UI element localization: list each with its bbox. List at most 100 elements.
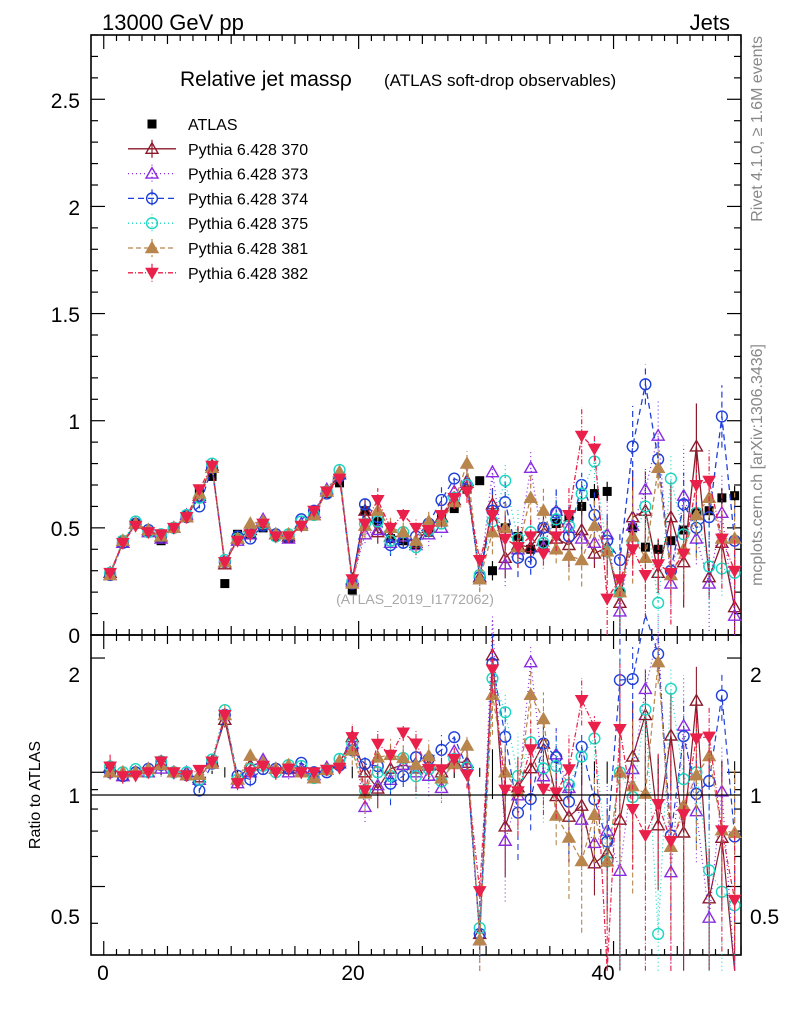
ratio-point-mc-6: [472, 886, 487, 899]
ratio-point-mc-5: [396, 750, 411, 764]
rivet-label: Rivet 4.1.0, ≥ 1.6M events: [749, 36, 766, 222]
legend-label-mc-6: Pythia 6.428 382: [188, 266, 308, 283]
ratio-tick-label-right: 0.5: [750, 906, 779, 929]
ratio-point-mc-6: [651, 798, 666, 811]
legend-label-mc-4: Pythia 6.428 375: [188, 216, 308, 233]
point-mc-6: [103, 567, 117, 580]
point-mc-6: [651, 559, 666, 572]
ratio-point-mc-6: [281, 763, 296, 776]
point-mc-6: [192, 484, 207, 497]
point-mc-3: [639, 378, 652, 391]
ratio-point-mc-5: [408, 757, 424, 770]
ratio-point-mc-6: [625, 804, 640, 817]
ratio-line-mc-3: [109, 612, 736, 934]
point-mc-6: [332, 473, 347, 486]
ratio-point-mc-5: [536, 711, 551, 725]
point-mc-5: [536, 503, 551, 516]
ratio-plot-marks: [102, 612, 742, 971]
ratio-point-mc-6: [217, 709, 232, 722]
ratio-point-mc-6: [268, 767, 283, 780]
ratio-point-mc-5: [650, 654, 666, 668]
legend-marker-mc-1: [144, 141, 160, 155]
analysis-watermark: (ATLAS_2019_I1772062): [336, 591, 494, 607]
point-mc-6: [256, 518, 270, 531]
x-tick-label: 0: [97, 962, 109, 985]
legend-label-mc-5: Pythia 6.428 381: [188, 241, 308, 258]
point-mc-5: [408, 533, 424, 546]
point-mc-6: [179, 512, 194, 525]
ratio-point-mc-4: [664, 682, 678, 695]
point-mc-2: [638, 481, 653, 495]
ratio-point-mc-6: [230, 778, 245, 791]
legend: ATLAS Pythia 6.428 370 Pythia 6.428 373 Pyt…: [128, 117, 308, 283]
ratio-point-mc-6: [154, 756, 168, 769]
ratio-point-mc-5: [459, 738, 475, 751]
point-mc-5: [587, 518, 602, 531]
ratio-point-mc-6: [383, 749, 398, 762]
y-tick-labels: 0 0.5 1 1.5 2 2.5: [51, 90, 80, 648]
point-mc-5: [574, 552, 589, 566]
point-mc-6: [319, 486, 334, 499]
point-mc-6: [128, 520, 143, 533]
point-mc-6: [587, 443, 602, 456]
point-mc-6: [447, 492, 462, 505]
legend-label-mc-2: Pythia 6.428 373: [188, 167, 308, 184]
ratio-point-mc-2: [281, 764, 296, 778]
point-mc-1: [625, 509, 640, 523]
legend-label-mc-3: Pythia 6.428 374: [188, 191, 308, 208]
plot-title: Relative jet massρ (ATLAS soft-drop obse…: [180, 68, 616, 91]
y-tick-label: 1.5: [51, 304, 80, 327]
point-mc-1: [689, 439, 704, 452]
point-mc-3: [626, 440, 639, 453]
point-mc-6: [574, 430, 589, 443]
legend-marker-mc-3: [145, 192, 159, 205]
ratio-point-mc-6: [536, 783, 551, 796]
ratio-point-mc-6: [587, 721, 602, 734]
subtitle-text: (ATLAS soft-drop observables): [384, 71, 616, 90]
main-plot-marks: [102, 364, 742, 635]
point-mc-5: [459, 456, 475, 469]
ratio-point-mc-6: [562, 764, 576, 777]
point-mc-6: [383, 522, 398, 535]
axis-ticks: [91, 34, 742, 955]
point-mc-6: [702, 475, 716, 488]
ratio-point-mc-6: [498, 784, 513, 797]
ratio-point-mc-6: [358, 785, 372, 798]
ratio-point-mc-6: [638, 830, 653, 843]
ratio-line-mc-6: [109, 669, 736, 971]
point-mc-6: [166, 522, 181, 535]
point-mc-5: [689, 507, 704, 521]
point-mc-6: [268, 531, 283, 544]
point-mc-1: [727, 599, 742, 613]
point-mc-2: [485, 464, 500, 478]
point-mc-3: [715, 410, 728, 423]
point-mc-2: [650, 428, 666, 441]
site-label: mcplots.cern.ch [arXiv:1306.3436]: [749, 344, 766, 586]
point-mc-3: [524, 556, 537, 569]
y-tick-label: 2: [68, 197, 80, 220]
title-text: Relative jet massρ: [180, 68, 352, 91]
point-mc-6: [549, 531, 564, 544]
legend-marker-atlas: [147, 119, 157, 129]
legend-marker-mc-5: [144, 240, 160, 254]
ratio-point-mc-3: [715, 689, 728, 702]
ratio-point-mc-6: [689, 733, 704, 746]
ratio-point-mc-1: [574, 798, 589, 811]
ratio-point-mc-3: [384, 777, 397, 790]
ratio-point-mc-2: [421, 768, 436, 781]
point-mc-5: [396, 524, 411, 538]
point-mc-6: [205, 460, 219, 473]
ratio-point-mc-6: [409, 738, 423, 751]
ratio-point-mc-6: [664, 835, 678, 848]
ratio-point-mc-5: [523, 687, 538, 701]
legend-label-atlas: ATLAS: [188, 117, 238, 134]
point-mc-4: [664, 472, 678, 485]
ratio-point-mc-5: [689, 767, 704, 781]
point-mc-6: [498, 533, 513, 546]
x-tick-labels: 0 20 40: [97, 962, 615, 985]
y-tick-label: 2.5: [51, 90, 80, 113]
ratio-tick-label-right: 2: [750, 664, 762, 687]
point-mc-6: [625, 544, 640, 557]
ratio-point-mc-3: [358, 757, 372, 771]
